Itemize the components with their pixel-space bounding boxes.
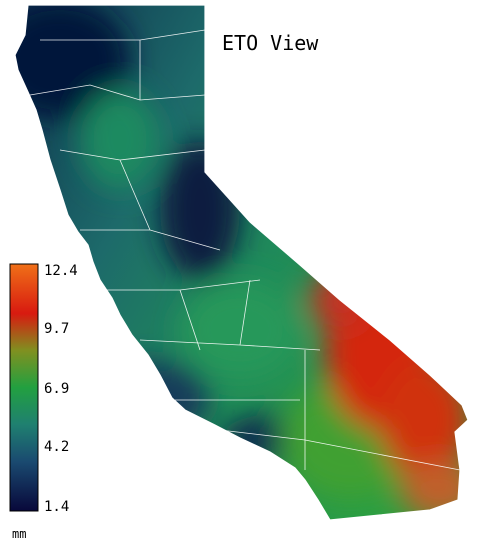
county-lines bbox=[29, 29, 461, 471]
colorbar-tick-label: 4.2 bbox=[44, 439, 69, 455]
colorbar-tick-label: 1.4 bbox=[44, 499, 69, 515]
colorbar-tick-label: 6.9 bbox=[44, 381, 69, 397]
colorbar bbox=[9, 263, 39, 512]
colorbar-tick-label: 9.7 bbox=[44, 321, 69, 337]
map-title: ETO View bbox=[222, 31, 319, 55]
colorbar-tick-label: 12.4 bbox=[44, 263, 78, 279]
colorbar-unit: mm bbox=[12, 527, 26, 541]
colorbar-labels: 12.4 9.7 6.9 4.2 1.4 bbox=[44, 263, 78, 515]
